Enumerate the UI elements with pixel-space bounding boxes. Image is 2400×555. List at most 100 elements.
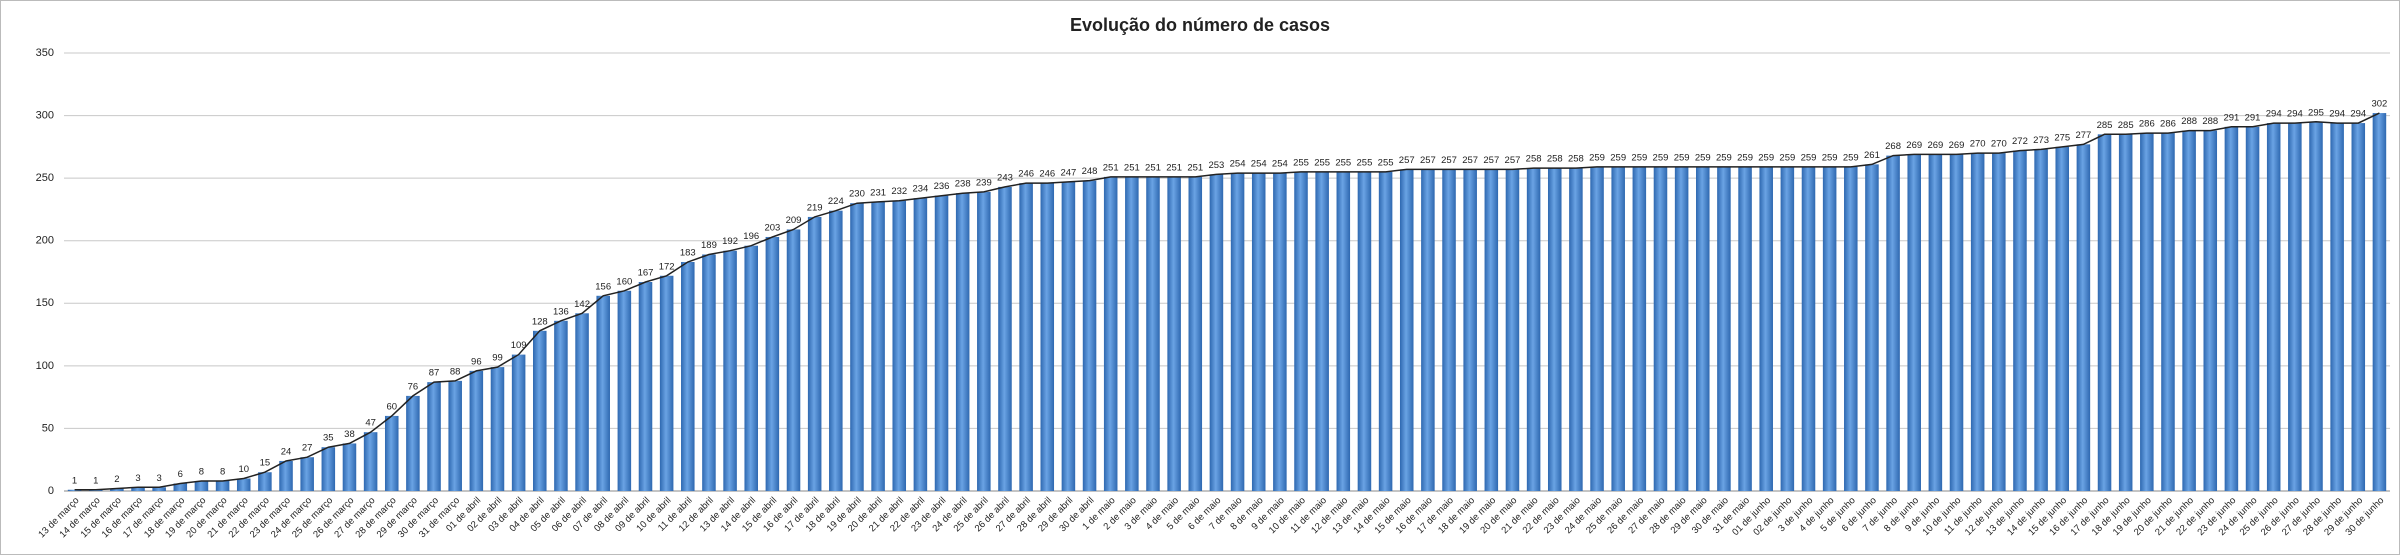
- value-label: 142: [574, 299, 590, 310]
- value-label: 1: [72, 475, 77, 486]
- bar: [2288, 123, 2302, 491]
- value-label: 96: [471, 356, 482, 367]
- bar: [321, 447, 336, 491]
- value-label: 128: [532, 316, 548, 327]
- bar: [1759, 166, 1773, 491]
- bar: [934, 195, 949, 492]
- value-label: 259: [1610, 152, 1626, 163]
- value-label: 255: [1357, 157, 1373, 168]
- bar: [1315, 171, 1329, 491]
- value-label: 224: [828, 196, 844, 207]
- bar: [1780, 166, 1795, 491]
- bar: [2097, 134, 2112, 492]
- value-label: 259: [1631, 152, 1647, 163]
- value-label: 285: [2097, 120, 2113, 131]
- bar: [173, 483, 188, 491]
- value-label: 255: [1293, 157, 1309, 168]
- value-label: 246: [1039, 169, 1055, 180]
- value-label: 239: [976, 177, 992, 188]
- y-tick-label: 100: [36, 360, 54, 372]
- value-label: 294: [2329, 109, 2345, 120]
- value-label: 257: [1399, 155, 1415, 166]
- value-label: 270: [1970, 139, 1986, 150]
- bar: [2224, 126, 2239, 491]
- y-tick-label: 300: [36, 109, 54, 121]
- value-label: 88: [450, 366, 461, 377]
- value-label: 246: [1018, 169, 1034, 180]
- bar: [575, 313, 589, 491]
- bar: [1970, 153, 1985, 491]
- bar: [1822, 166, 1837, 491]
- bar: [2118, 134, 2133, 492]
- bar: [744, 245, 758, 491]
- bar: [2351, 123, 2366, 491]
- chart-title: Evolução do número de casos: [1070, 15, 1330, 35]
- bar: [1125, 176, 1139, 492]
- value-label: 259: [1843, 152, 1859, 163]
- value-label: 257: [1505, 155, 1521, 166]
- value-label: 285: [2118, 120, 2134, 131]
- value-label: 209: [786, 215, 802, 226]
- value-label: 47: [365, 418, 376, 429]
- value-label: 291: [2223, 112, 2239, 123]
- bar: [1801, 166, 1816, 491]
- bar: [2013, 150, 2027, 491]
- value-label: 288: [2181, 116, 2197, 127]
- bar: [1167, 176, 1181, 492]
- bar: [1188, 176, 1203, 492]
- value-label: 247: [1060, 167, 1076, 178]
- bar: [2055, 146, 2070, 491]
- bar: [1590, 166, 1604, 491]
- value-label: 60: [386, 401, 397, 412]
- bar: [448, 380, 462, 491]
- bar: [2161, 133, 2175, 491]
- value-label: 294: [2350, 109, 2366, 120]
- bar: [1336, 171, 1351, 491]
- value-label: 87: [429, 368, 440, 379]
- bar: [1907, 154, 1921, 491]
- value-label: 269: [1906, 140, 1922, 151]
- value-label: 272: [2012, 136, 2028, 147]
- bar: [1103, 176, 1118, 492]
- value-label: 302: [2371, 99, 2387, 110]
- value-label: 76: [408, 381, 419, 392]
- bar: [2309, 121, 2323, 491]
- value-label: 261: [1864, 150, 1880, 161]
- bar: [977, 191, 991, 491]
- value-label: 203: [764, 222, 780, 233]
- value-label: 257: [1462, 155, 1478, 166]
- value-label: 258: [1526, 154, 1542, 165]
- value-label: 6: [178, 469, 183, 480]
- bar: [152, 487, 166, 491]
- value-label: 295: [2308, 107, 2324, 118]
- bar: [1674, 166, 1689, 491]
- value-label: 167: [638, 268, 654, 279]
- y-tick-label: 350: [36, 47, 54, 59]
- bar: [342, 443, 357, 491]
- value-label: 172: [659, 261, 675, 272]
- bar: [300, 457, 314, 491]
- value-label: 275: [2054, 132, 2070, 143]
- bar: [1378, 171, 1393, 491]
- bar: [871, 201, 885, 492]
- bar: [2245, 126, 2260, 491]
- bar: [554, 320, 568, 491]
- bar: [1717, 166, 1731, 491]
- value-label: 1: [93, 475, 98, 486]
- value-label: 196: [743, 231, 759, 242]
- value-label: 251: [1187, 162, 1203, 173]
- bar: [1526, 168, 1541, 492]
- value-label: 234: [912, 184, 928, 195]
- bar: [1421, 169, 1435, 491]
- value-label: 243: [997, 172, 1013, 183]
- bar: [1696, 166, 1710, 491]
- bar: [279, 460, 293, 491]
- value-label: 255: [1378, 157, 1394, 168]
- bar: [1463, 169, 1477, 491]
- value-label: 268: [1885, 141, 1901, 152]
- bar: [490, 367, 505, 491]
- y-tick-label: 0: [48, 485, 54, 497]
- bar: [363, 432, 378, 491]
- bar: [1632, 166, 1647, 491]
